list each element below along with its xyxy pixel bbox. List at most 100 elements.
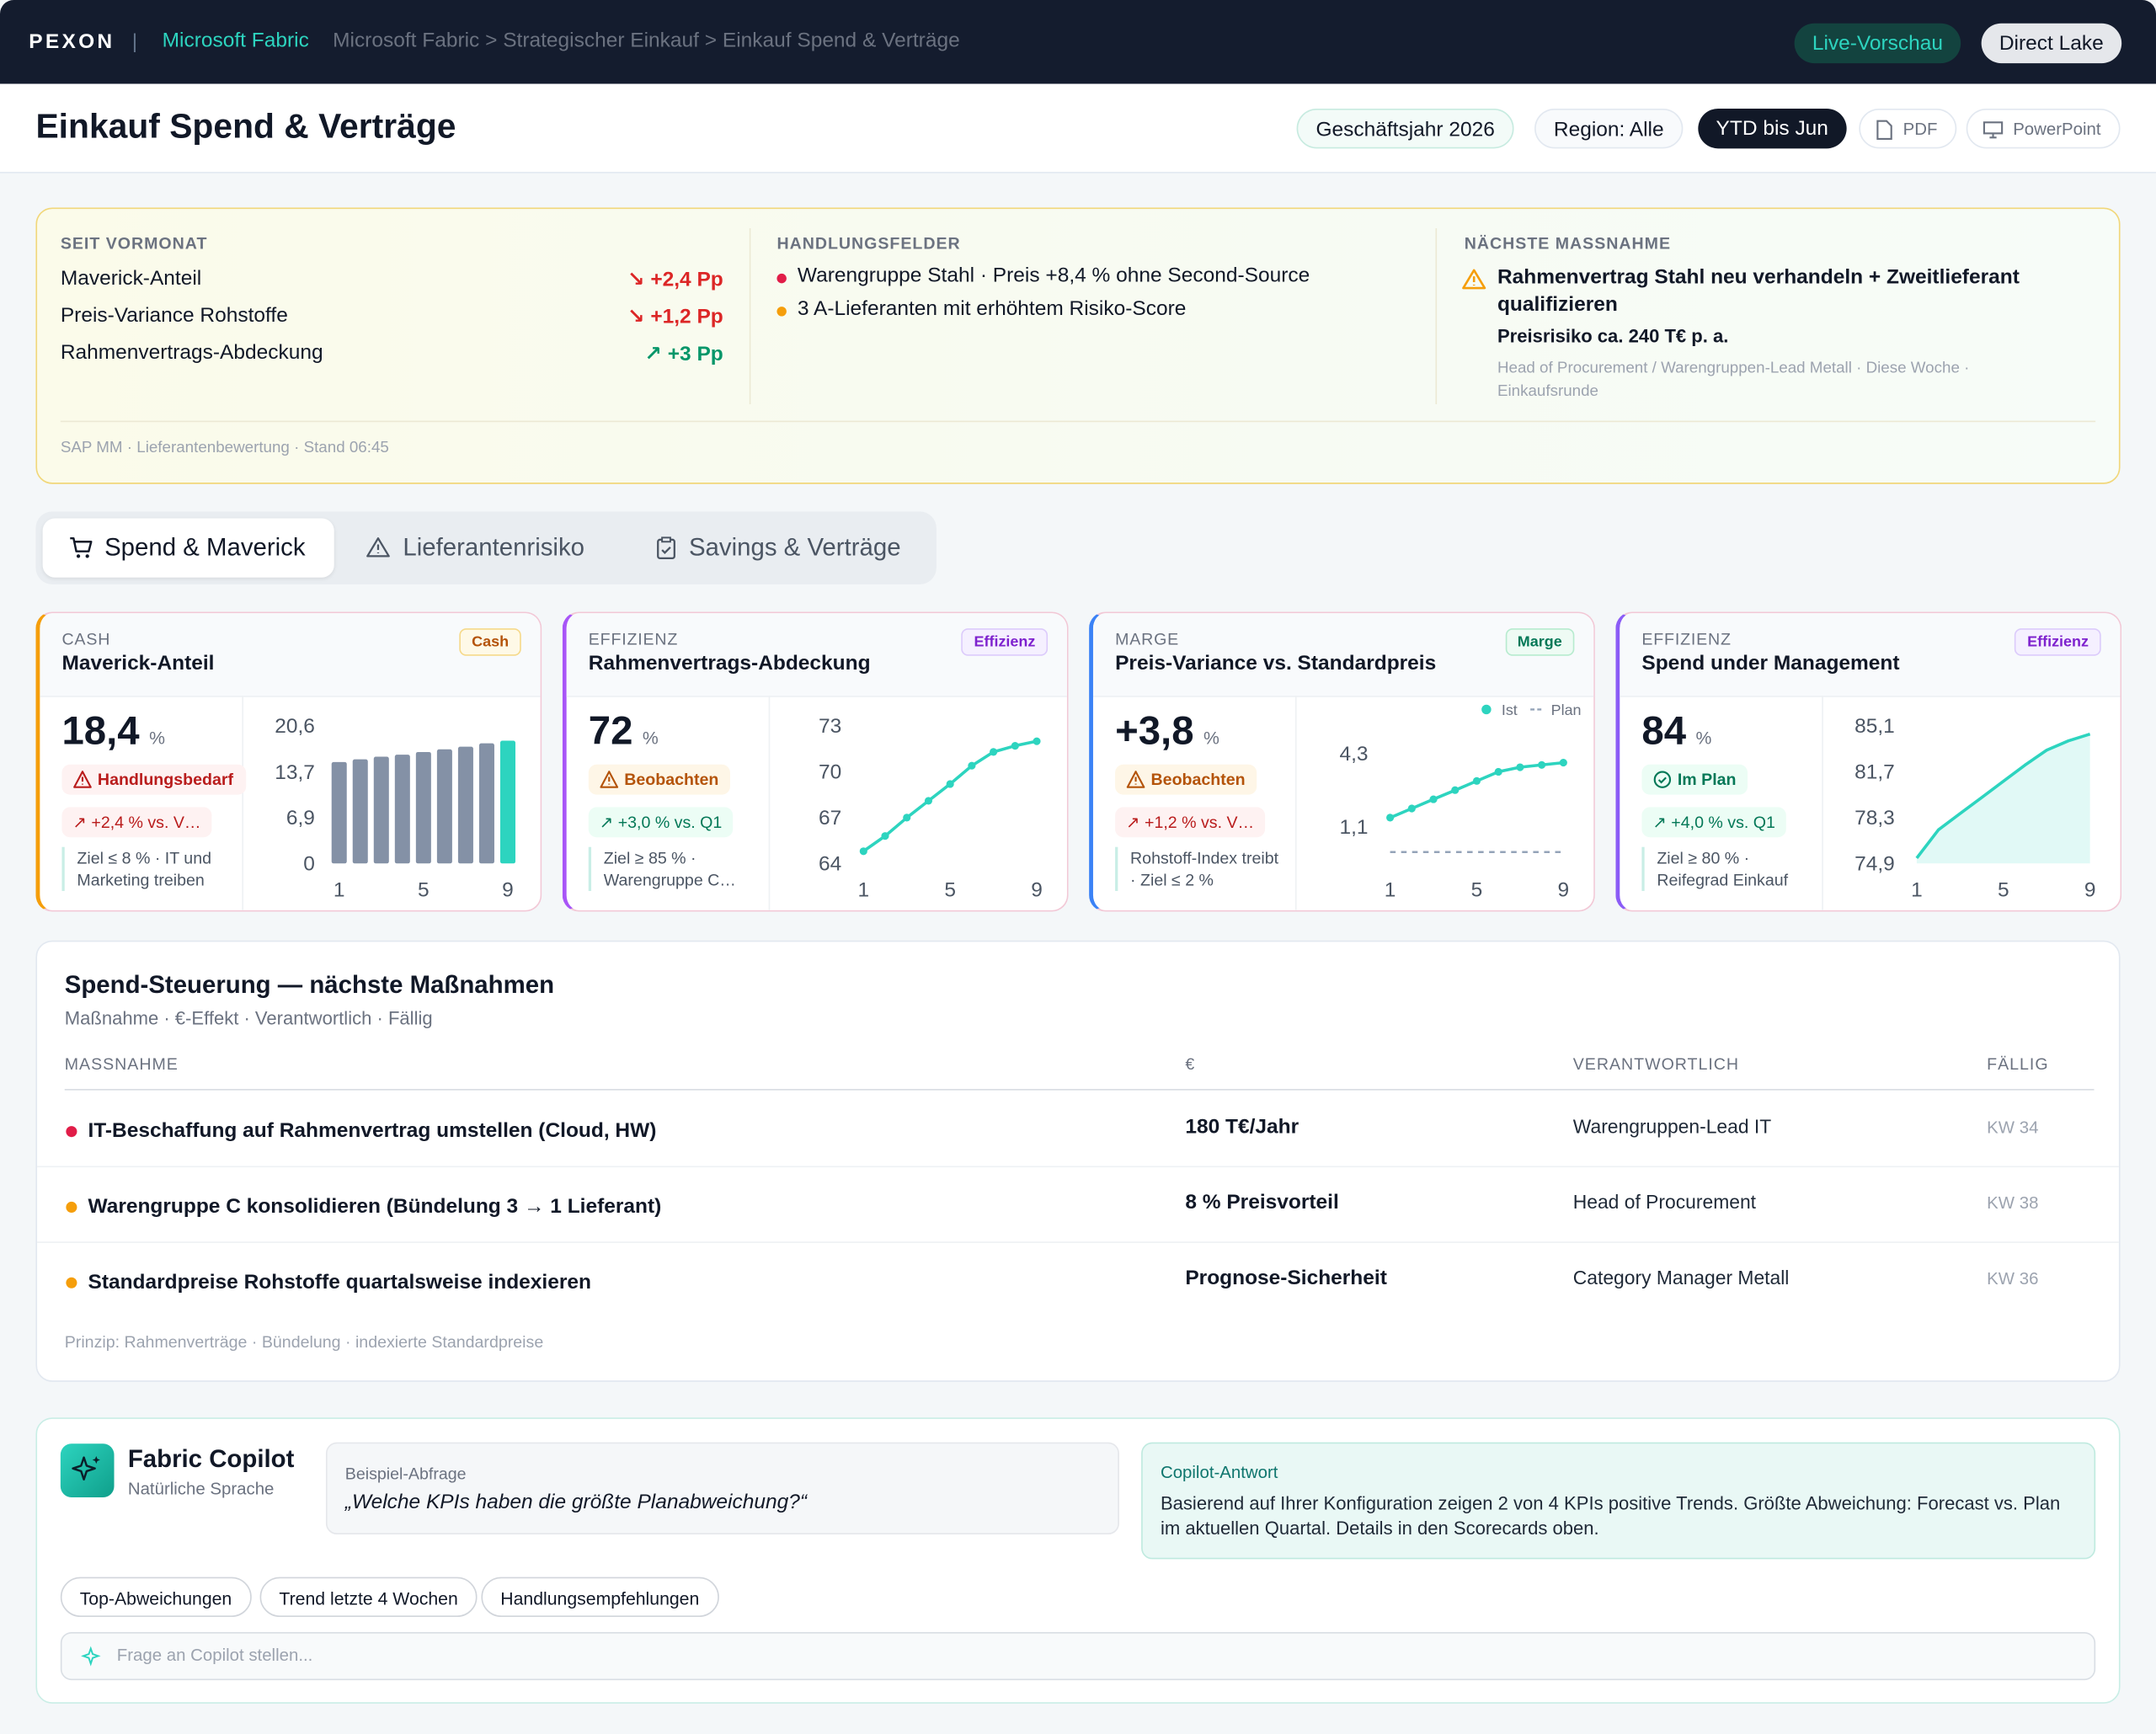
action-meta: Head of Procurement / Warengruppen-Lead … xyxy=(1497,360,1970,401)
table-cell: KW 34 xyxy=(1987,1118,2039,1138)
kpi-unit: % xyxy=(642,727,659,749)
divider xyxy=(1435,228,1438,404)
point xyxy=(1538,760,1546,769)
tab[interactable]: Spend & Maverick xyxy=(42,518,334,578)
mini-chart: 85,1 81,7 78,3 74,9 1 5 9 xyxy=(1854,715,2096,901)
status-chip: Handlungsbedarf xyxy=(61,764,247,795)
kpi-value: 84 xyxy=(1641,709,1687,754)
filter[interactable]: Region: Alle xyxy=(1534,108,1684,149)
x-tick-label: 5 xyxy=(418,878,430,901)
export-button[interactable]: PowerPoint xyxy=(1966,108,2121,149)
kpi-value-wrap: 84% xyxy=(1641,709,1711,755)
sparkle-icon xyxy=(72,1455,100,1481)
copilot-input[interactable]: Frage an Copilot stellen... xyxy=(60,1631,2096,1681)
copilot-subtitle: Natürliche Sprache xyxy=(127,1479,275,1499)
cart-icon xyxy=(70,536,93,558)
tab[interactable]: Savings & Verträge xyxy=(627,519,929,578)
delta-chip: ↗ +3,0 % vs. Q1 xyxy=(588,807,734,838)
legend-label: Ist xyxy=(1502,702,1518,718)
kpi-value: 72 xyxy=(588,709,633,754)
change-label: Rahmenvertrags-Abdeckung xyxy=(60,340,323,365)
filter[interactable]: YTD bis Jun xyxy=(1698,108,1847,149)
point xyxy=(924,797,933,805)
table-cell: Category Manager Metall xyxy=(1572,1266,1790,1288)
bar xyxy=(415,751,431,864)
column-header: VERANTWORTLICH xyxy=(1572,1054,1740,1075)
status-icon xyxy=(73,771,92,788)
table-cell: 180 T€/Jahr xyxy=(1185,1115,1299,1139)
y-tick-label: 70 xyxy=(819,761,841,784)
kpi-category: EFFIZIENZ xyxy=(1641,629,1732,649)
example-label: Beispiel-Abfrage xyxy=(344,1464,467,1484)
status-icon xyxy=(1126,771,1145,788)
point xyxy=(1386,814,1395,822)
tab[interactable]: Lieferantenrisiko xyxy=(341,519,630,578)
kpi-header xyxy=(1620,613,2121,697)
x-tick-label: 5 xyxy=(1471,878,1483,901)
suggestion-chip[interactable]: Top-Abweichungen xyxy=(60,1577,252,1617)
x-tick-label: 9 xyxy=(502,878,514,901)
answer-text: Basierend auf Ihrer Konfiguration zeigen… xyxy=(1160,1493,2061,1539)
copilot-icon xyxy=(60,1443,115,1497)
product[interactable]: Microsoft Fabric xyxy=(162,29,309,53)
kpi-card[interactable]: EFFIZIENZ Spend under Management Effizienz… xyxy=(1615,611,2122,912)
suggestion-chip[interactable]: Handlungsempfehlungen xyxy=(481,1577,719,1617)
export-label: PDF xyxy=(1903,120,1938,139)
kpi-value-wrap: +3,8% xyxy=(1115,709,1219,755)
bullet xyxy=(776,273,787,284)
delta-chip: ↗ +4,0 % vs. Q1 xyxy=(1641,807,1786,838)
answer-box: Copilot-Antwort Basierend auf Ihrer Konf… xyxy=(1141,1442,2096,1560)
change-label: Maverick-Anteil xyxy=(60,266,202,291)
warning-icon xyxy=(366,537,390,558)
kpi-value-wrap: 72% xyxy=(589,709,659,755)
source-note: SAP MM · Lieferantenbewertung · Stand 06… xyxy=(60,440,389,457)
priority-dot xyxy=(66,1277,77,1288)
action-table-card: Spend-Steuerung — nächste Maßnahmen Maßn… xyxy=(35,940,2121,1382)
filter[interactable]: Geschäftsjahr 2026 xyxy=(1296,108,1514,149)
kpi-card[interactable]: EFFIZIENZ Rahmenvertrags-Abdeckung Effizie… xyxy=(562,611,1069,912)
line xyxy=(1915,732,2091,860)
y-tick-label: 81,7 xyxy=(1854,761,1895,784)
point xyxy=(946,780,954,788)
table-row[interactable]: IT-Beschaffung auf Rahmenvertrag umstell… xyxy=(37,1091,2119,1168)
example-box[interactable]: Beispiel-Abfrage „Welche KPIs haben die … xyxy=(325,1442,1119,1535)
kpi-category: EFFIZIENZ xyxy=(588,629,679,649)
table-row[interactable]: Warengruppe C konsolidieren (Bündelung 3… xyxy=(37,1166,2119,1243)
kpi-title: Preis-Variance vs. Standardpreis xyxy=(1115,651,1437,675)
tab-label: Lieferantenrisiko xyxy=(403,533,585,562)
section-heading: HANDLUNGSFELDER xyxy=(776,233,961,253)
export-button[interactable]: PDF xyxy=(1859,108,1957,149)
delta-chip: ↗ +2,4 % vs. V… xyxy=(61,807,212,838)
field-text: 3 A-Lieferanten mit erhöhtem Risiko-Scor… xyxy=(797,296,1187,321)
status-icon xyxy=(1653,771,1672,788)
table-cell: Prognose-Sicherheit xyxy=(1185,1266,1387,1290)
badge[interactable]: Direct Lake xyxy=(1981,23,2121,64)
kpi-card[interactable]: MARGE Preis-Variance vs. Standardpreis Mar… xyxy=(1089,611,1595,912)
field-row: 3 A-Lieferanten mit erhöhtem Risiko-Scor… xyxy=(776,297,1409,330)
suggestion-chip[interactable]: Trend letzte 4 Wochen xyxy=(259,1577,478,1617)
badge[interactable]: Live-Vorschau xyxy=(1794,23,1961,64)
table-row[interactable]: Standardpreise Rohstoffe quartalsweise i… xyxy=(37,1241,2119,1317)
table-subtitle: Maßnahme · €-Effekt · Verantwortlich · F… xyxy=(64,1007,433,1029)
bullet xyxy=(776,307,787,317)
table-footer: Prinzip: Rahmenverträge · Bündelung · in… xyxy=(64,1332,544,1352)
x-tick-label: 9 xyxy=(2084,878,2096,901)
page-title: Einkauf Spend & Verträge xyxy=(35,107,456,147)
kpi-tag: Marge xyxy=(1505,628,1575,656)
kpi-title: Rahmenvertrags-Abdeckung xyxy=(588,651,871,675)
change-row: Rahmenvertrags-Abdeckung ↗ +3 Pp xyxy=(61,339,723,376)
kpi-card[interactable]: CASH Maverick-Anteil Cash 18,4% Handlungsbed… xyxy=(35,611,542,912)
mini-chart: 20,6 13,7 6,9 01 5 9 xyxy=(275,715,516,901)
status-label: Handlungsbedarf xyxy=(97,770,234,790)
x-tick-label: 1 xyxy=(857,878,869,901)
divider xyxy=(60,420,2096,423)
line xyxy=(862,739,1038,853)
section-heading: NÄCHSTE MASSNAHME xyxy=(1464,233,1672,253)
summary-card: SEIT VORMONAT Maverick-Anteil ↘ +2,4 Pp Pr… xyxy=(35,207,2121,484)
bar xyxy=(436,749,452,864)
point xyxy=(968,761,976,770)
table-cell: Standardpreise Rohstoffe quartalsweise i… xyxy=(88,1270,591,1294)
sparkle-icon xyxy=(81,1646,101,1667)
kpi-value-wrap: 18,4% xyxy=(61,709,164,755)
pdf-icon xyxy=(1876,120,1892,140)
